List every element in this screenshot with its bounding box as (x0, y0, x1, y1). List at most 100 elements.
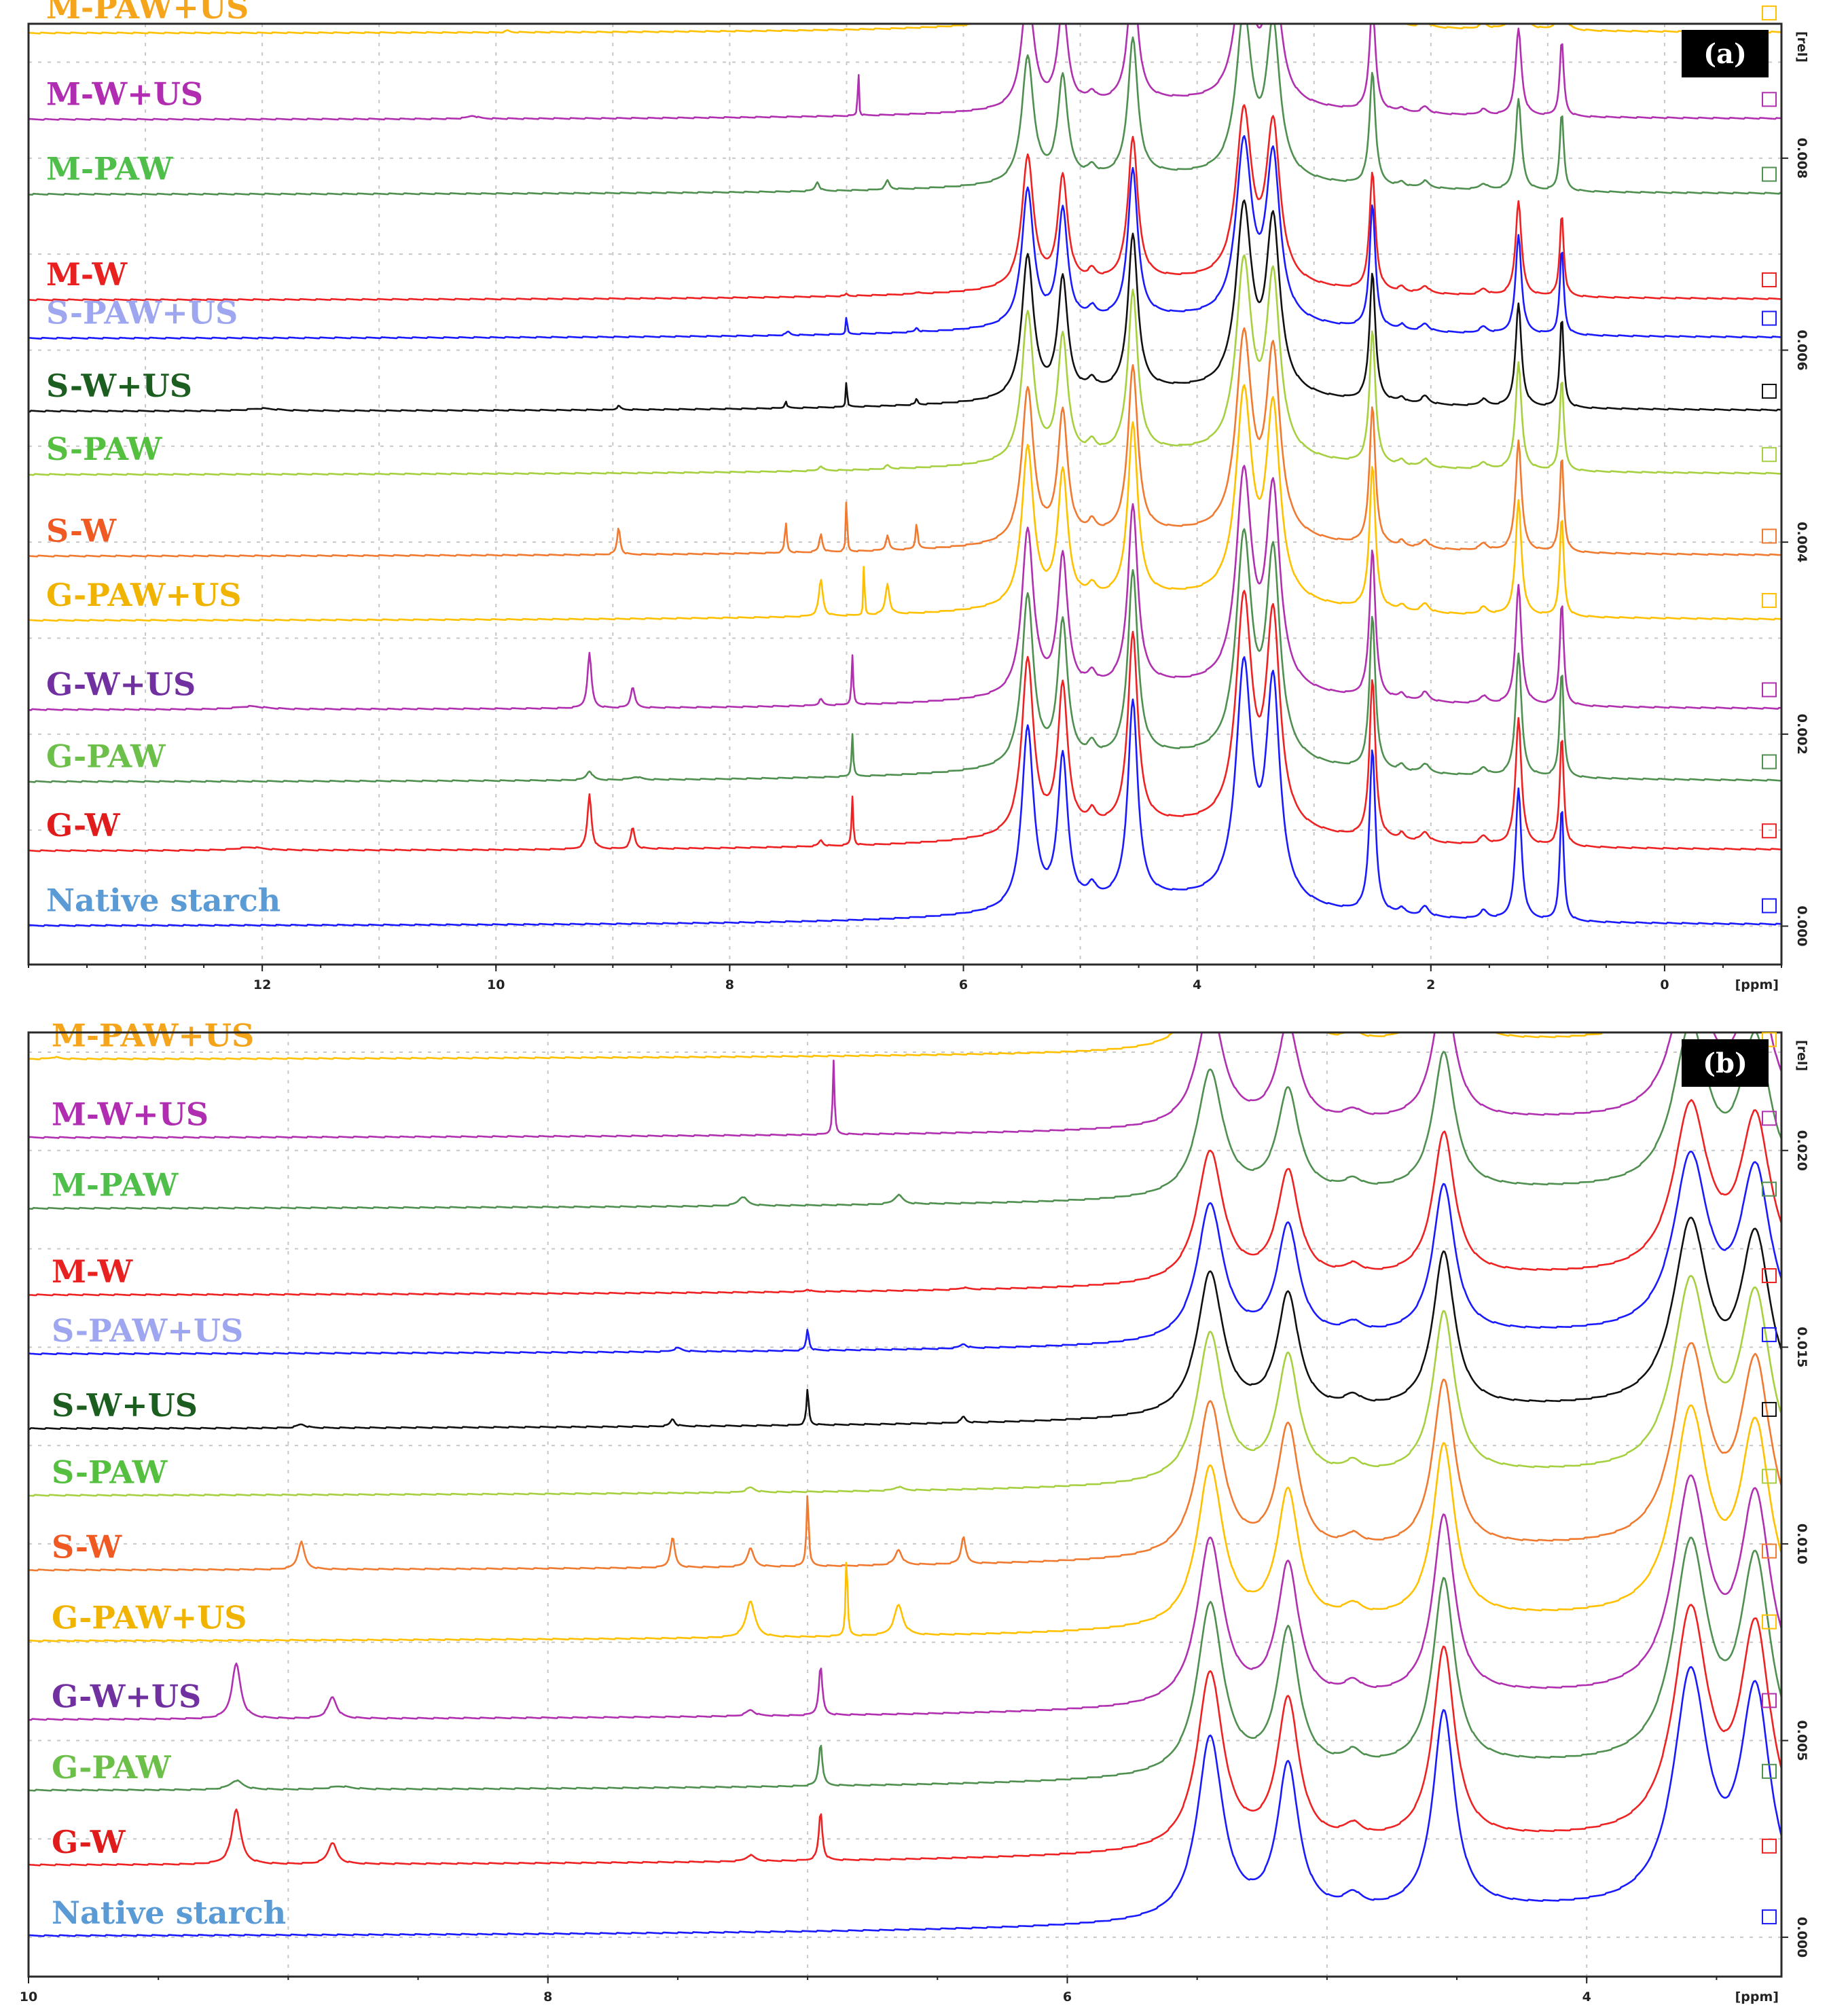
trace-g-w-us (29, 1474, 1781, 1721)
series-label: G-PAW+US (46, 577, 241, 613)
trace-m-w (29, 1099, 1781, 1297)
trace-s-w (29, 327, 1781, 558)
trace-marker-box (1762, 593, 1777, 609)
trace-marker-box (1762, 1693, 1777, 1708)
trace-s-w (29, 1342, 1781, 1572)
y-axis: 0.000 0.005 0.010 0.015 0.020 [rel] (1781, 1040, 1809, 1958)
trace-m-paw (29, 1032, 1781, 1210)
y-tick-label: 0.006 (1794, 329, 1809, 370)
y-tick-label: 0.020 (1794, 1130, 1809, 1171)
trace-s-w-us (29, 199, 1781, 413)
x-axis: 12 10 8 6 4 2 0 [ppm] (28, 965, 1782, 992)
series-label: Native starch (52, 1894, 286, 1931)
series-label: M-PAW+US (52, 1018, 254, 1054)
y-tick-label: 0.000 (1794, 1917, 1809, 1958)
x-axis-unit: [ppm] (1735, 977, 1779, 992)
plot-frame (27, 22, 1783, 966)
trace-s-paw-us (29, 134, 1781, 340)
series-label: S-W+US (46, 367, 192, 404)
series-label: S-W (46, 512, 117, 549)
trace-marker-box (1762, 1763, 1777, 1779)
trace-g-w-us (29, 465, 1781, 711)
trace-m-w (29, 104, 1781, 302)
y-axis-unit: [rel] (1794, 31, 1809, 62)
trace-s-paw (29, 1275, 1781, 1497)
trace-marker-box (1762, 1181, 1777, 1197)
series-label: M-W (52, 1253, 133, 1290)
trace-m-paw (29, 24, 1781, 196)
trace-marker-box (1762, 5, 1777, 21)
trace-marker-box (1762, 1469, 1777, 1484)
trace-marker-box (1762, 1909, 1777, 1925)
trace-s-paw-us (29, 1151, 1781, 1356)
trace-m-paw-us (29, 24, 1781, 35)
y-tick-label: 0.008 (1794, 138, 1809, 179)
series-labels: Native starch G-W G-PAW G-W+US G-PAW+US S-W S-… (52, 1018, 286, 1932)
trace-marker-box (1762, 272, 1777, 288)
x-tick-label: 2 (1426, 977, 1435, 992)
series-label: Native starch (46, 882, 280, 918)
trace-g-paw (29, 528, 1781, 783)
trace-s-paw (29, 254, 1781, 476)
x-axis-unit: [ppm] (1735, 1990, 1779, 2004)
y-tick-label: 0.002 (1794, 714, 1809, 755)
series-label: G-PAW (46, 738, 166, 774)
x-tick-label: 10 (487, 977, 505, 992)
x-tick-label: 6 (959, 977, 968, 992)
trace-g-w (29, 1604, 1781, 1867)
spectra-traces (29, 1032, 1781, 1937)
series-label: G-PAW+US (52, 1600, 247, 1636)
series-label: S-PAW (46, 431, 163, 467)
trace-native-starch (29, 655, 1781, 927)
x-axis: 10 8 6 4 [ppm] (20, 1977, 1779, 2004)
grid-lines (29, 24, 1781, 965)
panel-tag: (a) (1682, 30, 1769, 77)
x-tick-label: 4 (1193, 977, 1201, 992)
y-tick-label: 0.010 (1794, 1524, 1809, 1564)
trace-marker-box (1762, 166, 1777, 182)
trace-s-w-us (29, 1217, 1781, 1430)
x-tick-label: 6 (1063, 1990, 1072, 2004)
x-tick-label: 0 (1660, 977, 1669, 992)
series-label: M-PAW (46, 151, 174, 187)
trace-marker-box (1762, 682, 1777, 698)
trace-marker-box (1762, 1111, 1777, 1126)
x-tick-label: 10 (20, 1990, 37, 2004)
trace-marker-box (1762, 823, 1777, 839)
trace-g-paw-us (29, 1404, 1781, 1642)
trace-native-starch (29, 1666, 1781, 1937)
trace-marker-box (1762, 310, 1777, 326)
series-label: S-PAW+US (46, 295, 238, 331)
trace-marker-box (1762, 1327, 1777, 1342)
trace-g-paw (29, 1536, 1781, 1792)
panel-tag: (b) (1682, 1039, 1769, 1087)
trace-marker-box (1762, 1614, 1777, 1630)
trace-marker-box (1762, 528, 1777, 544)
trace-marker-box (1762, 1268, 1777, 1284)
grid-lines (29, 1032, 1781, 1977)
series-label: G-W+US (52, 1678, 201, 1715)
spectra-traces (29, 24, 1781, 927)
series-label: M-W (46, 256, 128, 293)
trace-marker-box (1762, 754, 1777, 770)
panel-tag-label: (a) (1703, 38, 1747, 70)
y-tick-label: 0.000 (1794, 905, 1809, 946)
trace-marker-box (1762, 1838, 1777, 1854)
trace-marker-box (1762, 383, 1777, 399)
panel-a-chart: Native starch G-W G-PAW G-W+US G-PAW+US S-W S-… (27, 0, 1809, 992)
trace-m-w-us (29, 1032, 1781, 1139)
series-labels: Native starch G-W G-PAW G-W+US G-PAW+US S-W S-… (46, 0, 280, 918)
x-tick-label: 4 (1582, 1990, 1591, 2004)
panel-b-chart: Native starch G-W G-PAW G-W+US G-PAW+US S-W S-… (20, 1018, 1809, 2004)
series-label: G-W (46, 807, 121, 844)
series-label: G-PAW (52, 1749, 172, 1786)
series-label: S-W (52, 1528, 122, 1565)
trace-marker-box (1762, 92, 1777, 107)
trace-marker-box (1762, 447, 1777, 463)
trace-marker-box (1762, 898, 1777, 914)
trace-marker-box (1762, 1543, 1777, 1559)
series-label: M-PAW (52, 1167, 179, 1204)
series-label: S-W+US (52, 1387, 198, 1424)
trace-m-w-us (29, 24, 1781, 121)
